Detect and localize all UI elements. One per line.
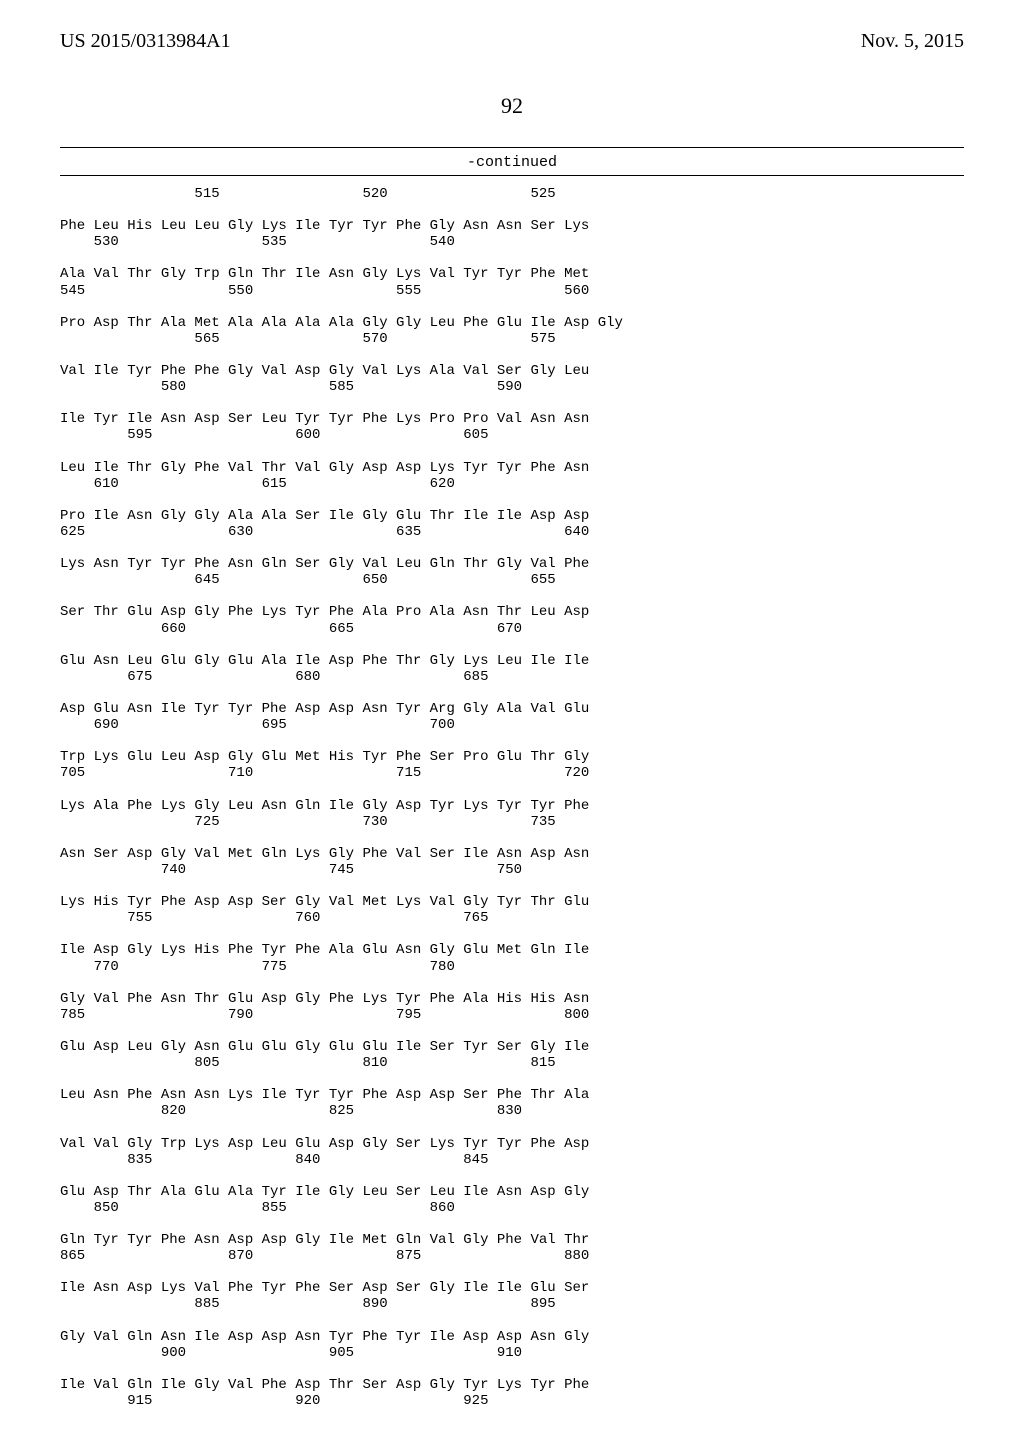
publication-date: Nov. 5, 2015 xyxy=(861,30,964,53)
page-number: 92 xyxy=(60,93,964,119)
sequence-listing: 515 520 525 Phe Leu His Leu Leu Gly Lys … xyxy=(60,186,964,1409)
rule-top xyxy=(60,147,964,148)
page-header: US 2015/0313984A1 Nov. 5, 2015 xyxy=(60,30,964,53)
publication-number: US 2015/0313984A1 xyxy=(60,30,231,53)
rule-under-continued xyxy=(60,175,964,176)
page-container: US 2015/0313984A1 Nov. 5, 2015 92 -conti… xyxy=(0,0,1024,1449)
continued-label: -continued xyxy=(60,154,964,171)
